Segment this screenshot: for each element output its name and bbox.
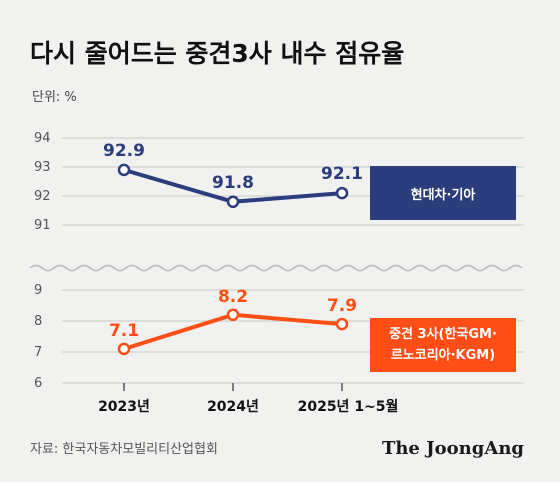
y-tick-label: 93	[34, 160, 51, 175]
y-tick-label: 6	[34, 376, 42, 391]
data-label: 8.2	[218, 287, 248, 307]
data-point	[117, 163, 131, 177]
data-point	[335, 317, 349, 331]
data-point	[117, 342, 131, 356]
y-tick-label: 7	[34, 345, 42, 360]
x-tick-label: 2025년 1~5월	[298, 398, 399, 415]
y-tick-label: 94	[34, 131, 51, 146]
data-label: 7.1	[109, 321, 139, 341]
y-tick-label: 91	[34, 218, 51, 233]
data-point	[226, 195, 240, 209]
data-point	[226, 308, 240, 322]
plot-area: 91 92 93 94 92.9 91.8 92.1 현대차·기아 6 7 8 9 7.1 8.2 7.9 중…	[34, 131, 524, 415]
brand-logo: The JoongAng	[382, 438, 524, 459]
legend-label: 중견 3사(한국GM·	[389, 326, 497, 342]
y-tick-label: 92	[34, 189, 51, 204]
y-tick-label: 9	[34, 283, 42, 298]
x-tick-label: 2024년	[207, 399, 259, 415]
legend-box	[370, 318, 516, 372]
legend-label: 르노코리아·KGM)	[391, 347, 495, 363]
chart-title: 다시 줄어드는 중견3사 내수 점유율	[30, 39, 404, 68]
data-point	[335, 186, 349, 200]
legend-box	[370, 166, 516, 220]
data-label: 92.1	[321, 164, 363, 184]
y-tick-label: 8	[34, 314, 42, 329]
data-label: 7.9	[327, 296, 357, 316]
legend-label: 현대차·기아	[411, 187, 476, 203]
unit-label: 단위: %	[32, 90, 77, 105]
data-label: 92.9	[103, 141, 145, 161]
axis-break-marker	[29, 264, 523, 272]
x-tick-label: 2023년	[98, 399, 150, 415]
data-label: 91.8	[212, 173, 254, 193]
source-note: 자료: 한국자동차모빌리티산업협회	[30, 442, 218, 457]
